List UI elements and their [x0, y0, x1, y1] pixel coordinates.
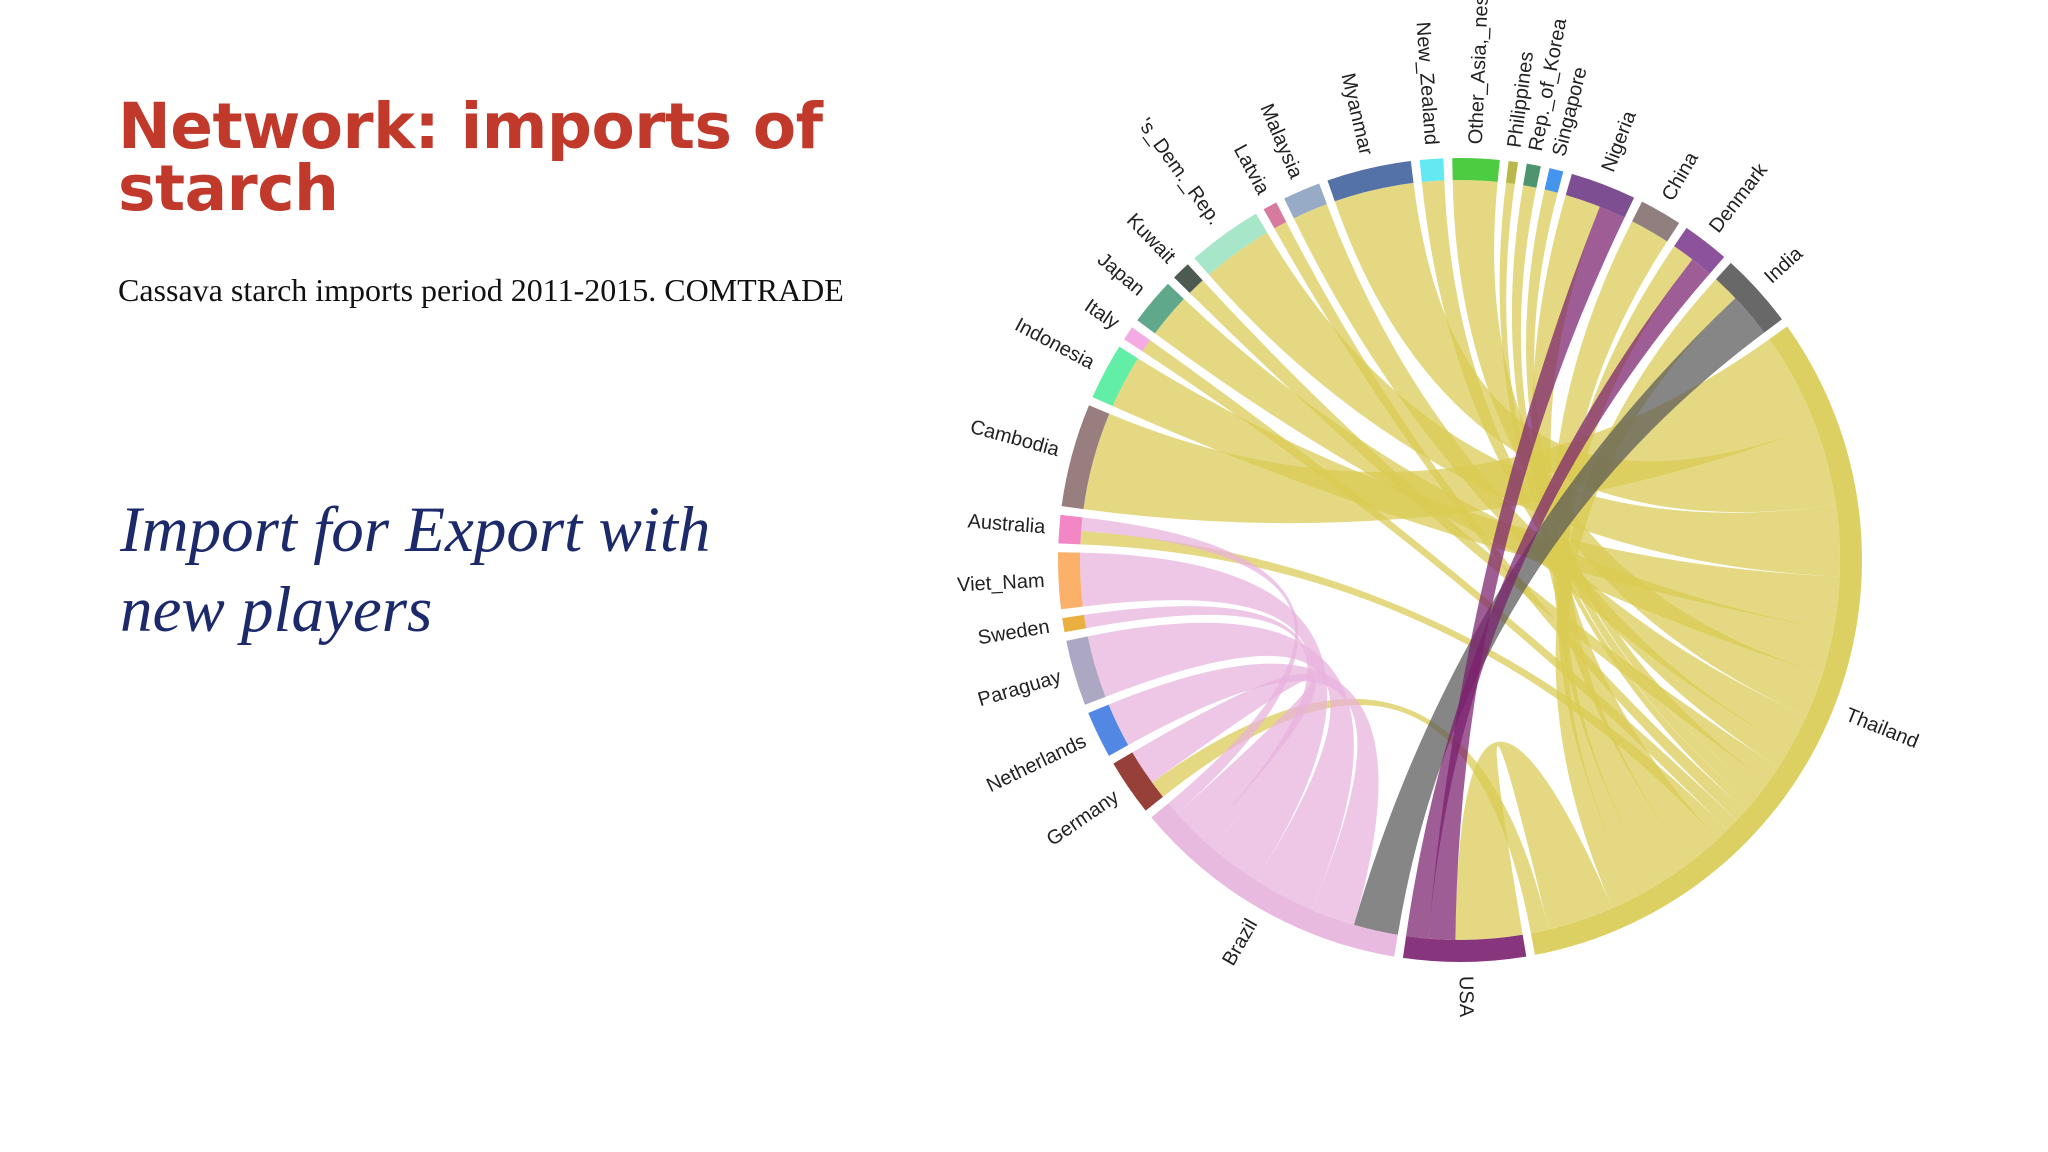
- arc-cambodia: [1061, 405, 1110, 510]
- ribbon-india-to-brazil: [1353, 298, 1765, 935]
- ribbon-brazil-to-sweden: [1083, 606, 1311, 849]
- ribbon-thailand-to-singapore: [1525, 189, 1769, 794]
- ribbon-brazil-to-viet-nam: [1080, 552, 1328, 881]
- chord-ribbons: [1080, 180, 1840, 940]
- ribbon-thailand-to-china: [1551, 221, 1690, 886]
- label-thailand: Thailand: [1842, 704, 1921, 753]
- ribbon-brazil-to-netherlands: [1108, 663, 1379, 925]
- arc-usa: [1402, 934, 1527, 962]
- arc-denmark: [1674, 227, 1725, 274]
- arc-singapore: [1544, 168, 1564, 193]
- label-sweden: Sweden: [976, 616, 1051, 649]
- arc-brazil: [1151, 803, 1398, 957]
- ribbon-thailand-to-japan: [1154, 298, 1834, 674]
- ribbon-thailand-to-lao-people-s-dem-rep: [1208, 232, 1840, 577]
- arc-sweden: [1062, 614, 1087, 633]
- arc-japan: [1137, 283, 1184, 334]
- label-australia: Australia: [967, 510, 1047, 538]
- arc-kuwait: [1174, 264, 1203, 293]
- label-china: China: [1658, 148, 1704, 205]
- label-germany: Germany: [1043, 786, 1123, 851]
- arc-india: [1715, 262, 1782, 333]
- label-usa: USA: [1455, 976, 1477, 1018]
- arc-nigeria: [1565, 173, 1635, 218]
- label-italy: Italy: [1080, 295, 1123, 334]
- label-other-asia-nes: Other_Asia,_nes: [1465, 0, 1493, 145]
- arc-germany: [1113, 752, 1163, 811]
- label-indonesia: Indonesia: [1011, 314, 1099, 375]
- ribbon-usa-to-nigeria: [1428, 206, 1625, 940]
- arc-italy: [1124, 327, 1151, 352]
- arc-philippines: [1505, 160, 1519, 184]
- arc-malaysia: [1284, 183, 1327, 219]
- ribbon-thailand-to-malaysia: [1293, 204, 1807, 749]
- ribbon-thailand-to-rep-of-korea: [1511, 185, 1761, 804]
- arc-paraguay: [1066, 636, 1106, 705]
- ribbon-thailand-to-italy: [1142, 340, 1737, 831]
- label-new-zealand: New_Zealand: [1412, 21, 1443, 146]
- ribbon-thailand-to-kuwait: [1189, 280, 1779, 783]
- arc-indonesia: [1092, 346, 1138, 407]
- label-kuwait: Kuwait: [1122, 209, 1180, 268]
- arc-rep-of-korea: [1523, 163, 1541, 188]
- label-denmark: Denmark: [1705, 159, 1773, 237]
- arc-netherlands: [1088, 704, 1129, 756]
- chord-group-arcs: [1058, 158, 1862, 962]
- slide-title: Network: imports of starch: [118, 90, 823, 225]
- arc-new-zealand: [1419, 158, 1445, 182]
- label-myanmar: Myanmar: [1337, 71, 1377, 157]
- label-nigeria: Nigeria: [1598, 107, 1641, 175]
- label-viet-nam: Viet_Nam: [957, 570, 1045, 597]
- arc-thailand: [1530, 326, 1862, 955]
- label-india: India: [1760, 242, 1808, 288]
- label-cambodia: Cambodia: [968, 416, 1063, 461]
- arc-lao-people-s-dem-rep: [1194, 213, 1268, 275]
- arc-australia: [1058, 514, 1083, 545]
- slide-callout: Import for Export with new players: [120, 494, 711, 646]
- label-latvia: Latvia: [1229, 141, 1274, 199]
- label-japan: Japan: [1093, 249, 1149, 301]
- arc-china: [1632, 201, 1680, 242]
- slide-subtitle: Cassava starch imports period 2011-2015.…: [118, 272, 844, 308]
- label-lao-people-s-dem-rep: 's_Dem._Rep.: [1134, 114, 1226, 229]
- arc-viet-nam: [1058, 552, 1083, 610]
- ribbon-brazil-to-germany: [1132, 673, 1316, 840]
- ribbon-brazil-to-australia: [1081, 517, 1299, 814]
- arc-myanmar: [1327, 161, 1414, 202]
- ribbon-brazil-to-paraguay: [1087, 622, 1354, 910]
- arc-other-asia-nes: [1452, 158, 1500, 182]
- ribbon-thailand-to-nigeria: [1532, 195, 1718, 863]
- label-netherlands: Netherlands: [983, 730, 1090, 797]
- label-brazil: Brazil: [1218, 915, 1262, 969]
- ribbon-thailand-to-myanmar: [1334, 182, 1836, 513]
- label-paraguay: Paraguay: [975, 666, 1063, 711]
- arc-latvia: [1263, 202, 1287, 229]
- ribbon-thailand-to-indonesia: [1112, 358, 1840, 631]
